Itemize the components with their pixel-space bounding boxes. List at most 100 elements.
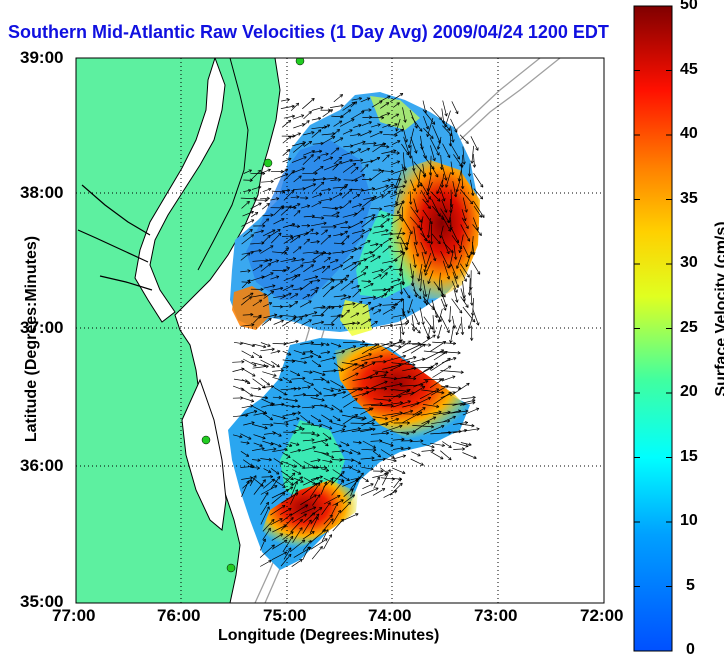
vector-arrow [312,142,324,145]
vector-arrow [272,305,283,308]
vector-arrow [262,188,272,193]
vector-arrow [430,451,444,460]
vector-arrow-head [291,222,295,225]
vector-arrow-head [278,229,281,233]
vector-arrow-head [329,197,333,200]
vector-arrow-head [362,230,366,233]
vector-arrow-head [285,247,289,249]
vector-arrow [342,414,358,425]
vector-arrow [273,205,284,216]
vector-arrow-head [431,308,435,311]
vector-arrow [332,251,345,254]
vector-arrow-head [322,372,326,376]
vector-arrow-head [341,94,344,98]
vector-arrow-head [330,109,334,113]
vector-arrow-head [340,314,344,317]
vector-arrow-head [340,193,343,196]
vector-arrow-head [298,449,302,453]
vector-arrow-head [263,294,267,297]
vector-arrow [291,428,305,432]
vector-arrow-head [480,185,484,188]
vector-arrow [291,412,301,414]
vector-arrow-head [444,304,447,308]
vector-arrow-head [410,283,413,287]
vector-arrow [460,189,473,205]
vector-arrow [451,101,459,114]
vector-arrow-head [310,154,314,156]
vector-arrow [391,467,406,474]
vector-arrow-head [398,344,402,348]
vector-arrow-head [407,144,410,148]
vector-arrow-head [261,241,265,244]
vector-arrow-head [318,156,321,160]
vector-arrow-head [423,407,426,411]
vector-arrow [423,115,429,130]
vector-arrow [271,190,285,193]
vector-arrow [410,343,426,354]
vector-arrow-head [410,410,414,414]
vector-arrow-head [331,477,334,482]
vector-arrow [402,218,413,234]
vector-arrow [390,360,411,371]
vector-arrow [303,150,315,156]
vector-arrow [302,477,320,486]
vector-arrow-head [330,277,334,280]
vector-arrow-head [414,242,417,245]
vector-arrow-head [302,377,306,381]
vector-arrow [342,129,353,135]
vector-arrow [471,145,474,164]
vector-arrow-head [341,280,344,284]
vector-arrow [252,299,262,307]
vector-arrow [313,378,325,381]
vector-arrow-head [458,386,462,389]
vector-arrow-head [322,266,326,270]
vector-arrow [332,161,342,171]
vector-arrow [281,460,297,468]
vector-arrow-head [386,154,390,156]
vector-arrow-head [360,221,364,224]
vector-arrow [473,153,475,168]
x-tick: 77:00 [52,606,96,625]
vector-arrow-head [283,416,286,419]
vector-arrow-head [274,313,278,315]
vector-arrow [432,205,445,220]
vector-arrow-head [369,177,373,180]
vector-arrow [340,441,350,447]
vector-arrow-head [270,474,274,477]
vector-arrow [263,290,275,299]
vector-arrow-head [321,398,325,401]
vector-arrow [232,368,245,372]
vector-arrow-head [249,436,252,440]
vector-arrow [302,531,315,540]
vector-arrow-head [287,247,290,251]
vector-arrow-head [367,97,371,101]
vector-arrow-head [400,250,403,253]
vector-arrow-head [377,456,381,458]
vector-arrow-head [385,416,388,420]
vector-arrow-head [444,113,447,117]
vector-arrow [330,380,344,389]
vector-arrow-head [404,321,408,324]
vector-arrow [405,233,411,251]
vector-arrow [430,164,439,178]
vector-arrow-head [274,314,278,317]
vector-arrow-head [315,286,319,289]
vector-arrow-head [439,240,441,244]
vector-arrow-head [280,518,283,522]
vector-arrow-head [320,106,324,108]
vector-arrow [260,359,275,368]
vector-arrow-head [318,117,322,121]
vector-arrow-head [381,117,385,120]
vector-arrow [363,214,376,219]
vector-arrow-head [401,332,404,335]
vector-arrow-head [352,321,356,324]
vector-arrow-head [407,310,411,314]
vector-arrow-head [320,181,324,184]
vector-arrow [392,168,408,174]
vector-arrow-head [308,420,311,424]
vector-arrow-head [357,132,361,135]
vector-arrow-head [294,301,298,303]
vector-arrow [400,384,424,387]
vector-arrow-head [445,184,447,188]
